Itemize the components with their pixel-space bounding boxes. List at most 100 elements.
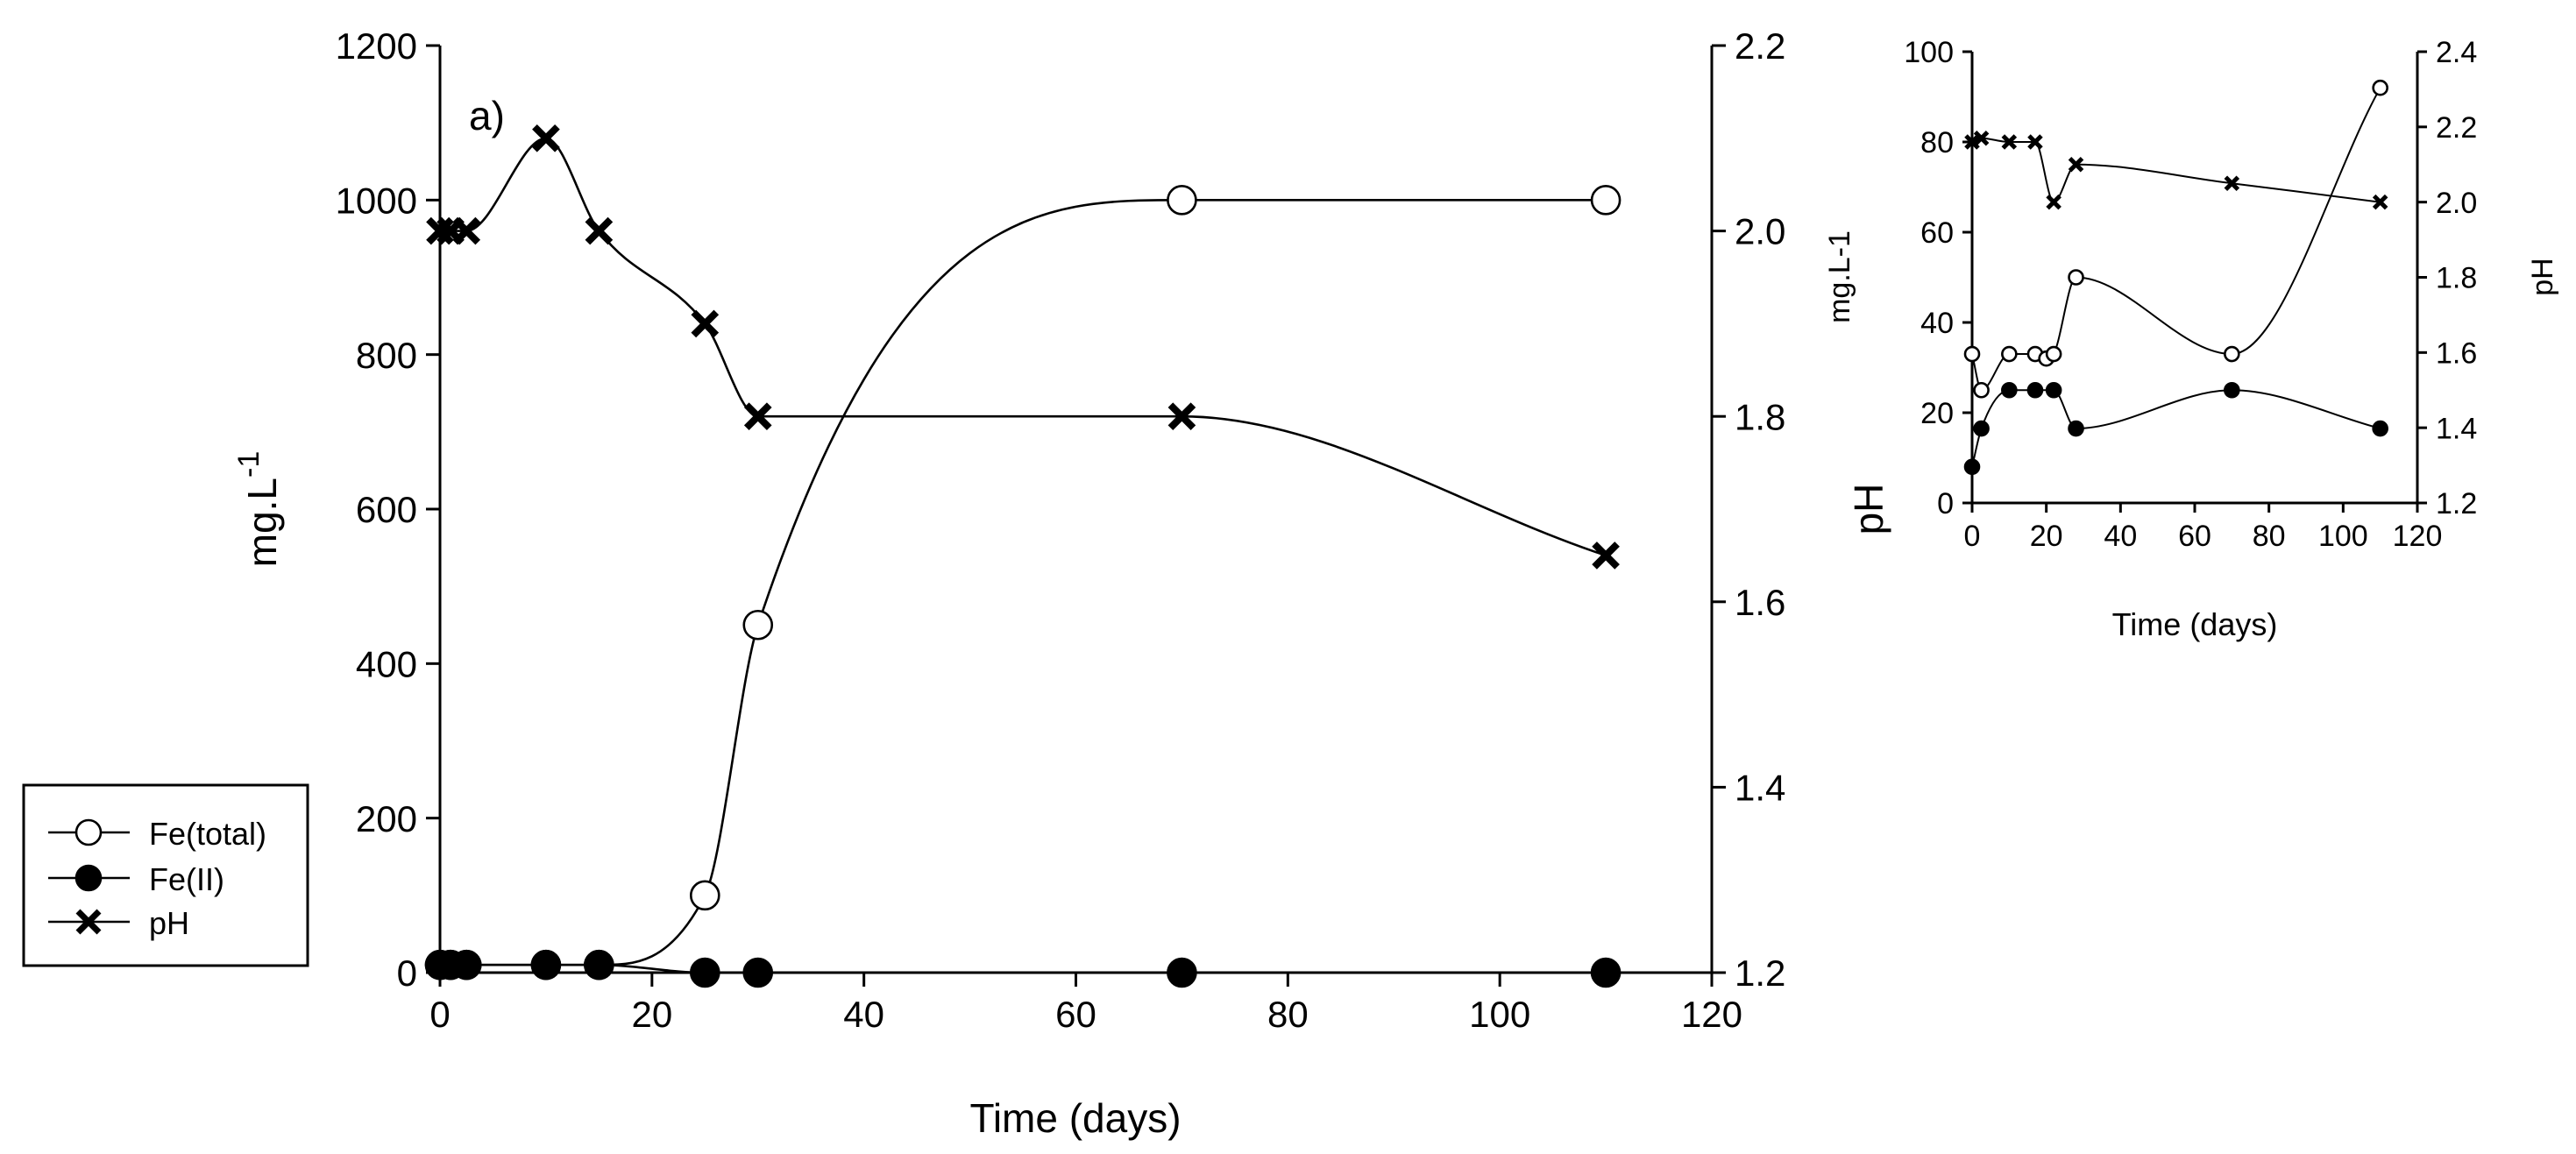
inset-ticks: 0 20 40 60 80 100 120 0 20 40 60 80 100 1.2 1.4 1.6 1.8 2… (1904, 36, 2477, 553)
main-y-left-tick-label: 0 (397, 952, 417, 994)
legend-marker-ph (75, 909, 102, 935)
main-y-left-tick-label: 800 (356, 335, 417, 376)
inset-point-fe-total-7 (2224, 345, 2240, 363)
main-y-left-tick-label: 400 (356, 643, 417, 684)
main-x-axis-label: Time (days) (969, 1095, 1181, 1141)
inset-curve-fe-ii (1971, 389, 2381, 468)
main-y-right-tick-label: 1.8 (1735, 396, 1785, 437)
main-point-fe-total-7 (1167, 185, 1197, 216)
main-point-ph-5 (691, 309, 720, 338)
inset-point-fe-total-2 (2001, 345, 2018, 363)
main-point-ph-4 (585, 216, 614, 245)
main-point-fe-ii-8 (1590, 957, 1622, 988)
inset-right-axis-label: pH (2526, 258, 2559, 295)
main-axes (438, 46, 1714, 974)
main-y-right-tick-label: 1.6 (1735, 582, 1785, 623)
main-left-axis-label: mg.L (239, 478, 285, 567)
main-point-fe-ii-6 (742, 957, 774, 988)
inset-point-ph-0 (1964, 134, 1980, 150)
main-y-left-tick-label: 1200 (336, 25, 417, 67)
main-y-right-tick-label: 2.2 (1735, 25, 1785, 67)
main-x-tick-label: 100 (1469, 994, 1530, 1035)
svg-text:mg.L-1: mg.L-1 (232, 451, 285, 568)
main-point-fe-ii-3 (530, 949, 562, 981)
legend-label-ph: pH (149, 905, 189, 941)
inset-point-fe-total-5 (2045, 345, 2062, 363)
inset-y-left-tick-label: 100 (1904, 36, 1954, 69)
main-x-tick-label: 0 (429, 994, 450, 1035)
inset-point-fe-ii-4 (2045, 381, 2062, 399)
main-point-fe-ii-4 (584, 949, 614, 981)
main-left-axis-title: mg.L-1 (232, 451, 285, 568)
main-point-ph-3 (532, 124, 560, 152)
inset-x-tick-label: 80 (2253, 520, 2286, 553)
inset-y-left-tick-label: 0 (1937, 487, 1954, 520)
main-right-axis-label: pH (1846, 484, 1891, 535)
inset-point-fe-ii-2 (2001, 381, 2018, 399)
main-x-tick-label: 20 (631, 994, 672, 1035)
legend-box (22, 783, 309, 967)
inset-x-tick-label: 40 (2104, 520, 2137, 553)
main-point-fe-total-5 (689, 880, 720, 911)
inset-left-axis-label: mg.L-1 (1823, 230, 1856, 323)
inset-y-right-tick-label: 1.8 (2436, 262, 2477, 295)
inset-curve-ph (1971, 137, 2381, 203)
main-x-tick-label: 120 (1681, 994, 1742, 1035)
inset-y-right-tick-label: 2.4 (2436, 36, 2477, 69)
inset-axes (1970, 52, 2419, 505)
main-y-left-tick-label: 1000 (336, 180, 417, 221)
inset-point-ph-4 (2046, 194, 2062, 210)
legend: Fe(total) Fe(II) pH (22, 783, 309, 967)
inset-point-ph-7 (2372, 194, 2388, 210)
inset-point-fe-total-1 (1973, 381, 1990, 399)
main-point-fe-ii-5 (689, 957, 720, 988)
inset-point-ph-3 (2027, 134, 2043, 150)
inset-point-fe-total-0 (1963, 345, 1981, 363)
main-y-right-tick-label: 1.4 (1735, 768, 1785, 809)
main-curve-fe-total (440, 198, 1607, 966)
inset-point-fe-ii-0 (1963, 458, 1981, 476)
main-point-ph-7 (1167, 402, 1196, 431)
main-x-tick-label: 80 (1267, 994, 1309, 1035)
inset-y-left-tick-label: 80 (1920, 126, 1954, 159)
inset-y-left-tick-label: 40 (1920, 307, 1954, 340)
main-point-ph-2 (452, 216, 481, 245)
legend-item-ph: pH (48, 905, 189, 941)
inset-y-left-tick-label: 60 (1920, 216, 1954, 250)
legend-label-fe-ii: Fe(II) (149, 861, 224, 897)
inset-x-tick-label: 20 (2030, 520, 2063, 553)
inset-x-tick-label: 100 (2318, 520, 2368, 553)
main-y-left-tick-label: 200 (356, 798, 417, 839)
main-point-ph-8 (1592, 542, 1620, 570)
main-x-tick-label: 60 (1055, 994, 1096, 1035)
inset-curve-fe-total (1971, 87, 2381, 392)
main-left-axis-label-superscript: -1 (232, 451, 266, 478)
inset-point-fe-total-8 (2372, 79, 2388, 96)
main-point-fe-total-6 (742, 609, 774, 641)
main-ticks: 0 20 40 60 80 100 1200200400600800100012001.21… (336, 25, 1786, 1035)
legend-item-fe-ii: Fe(II) (48, 861, 224, 897)
legend-marker-fe-total (75, 818, 103, 846)
inset-x-tick-label: 0 (1964, 520, 1981, 553)
main-panel-label: a) (469, 93, 505, 138)
inset-point-ph-1 (1973, 130, 1990, 146)
inset-y-right-tick-label: 1.4 (2436, 412, 2477, 445)
inset-point-ph-6 (2224, 175, 2240, 191)
inset-point-ph-2 (2001, 134, 2018, 150)
inset-point-fe-total-6 (2068, 269, 2084, 286)
main-markers (424, 124, 1622, 988)
legend-item-fe-total: Fe(total) (48, 816, 266, 852)
inset-point-ph-5 (2068, 156, 2084, 173)
main-x-tick-label: 40 (843, 994, 884, 1035)
inset-point-fe-ii-6 (2224, 381, 2240, 399)
inset-y-left-tick-label: 20 (1920, 397, 1954, 430)
inset-x-tick-label: 120 (2393, 520, 2443, 553)
inset-y-right-tick-label: 1.6 (2436, 337, 2477, 371)
main-y-left-tick-label: 600 (356, 489, 417, 530)
main-y-right-tick-label: 2.0 (1735, 211, 1785, 252)
inset-point-fe-ii-5 (2068, 420, 2084, 437)
main-curves (440, 137, 1607, 974)
inset-point-fe-ii-3 (2026, 381, 2044, 399)
inset-point-fe-ii-7 (2372, 420, 2388, 437)
